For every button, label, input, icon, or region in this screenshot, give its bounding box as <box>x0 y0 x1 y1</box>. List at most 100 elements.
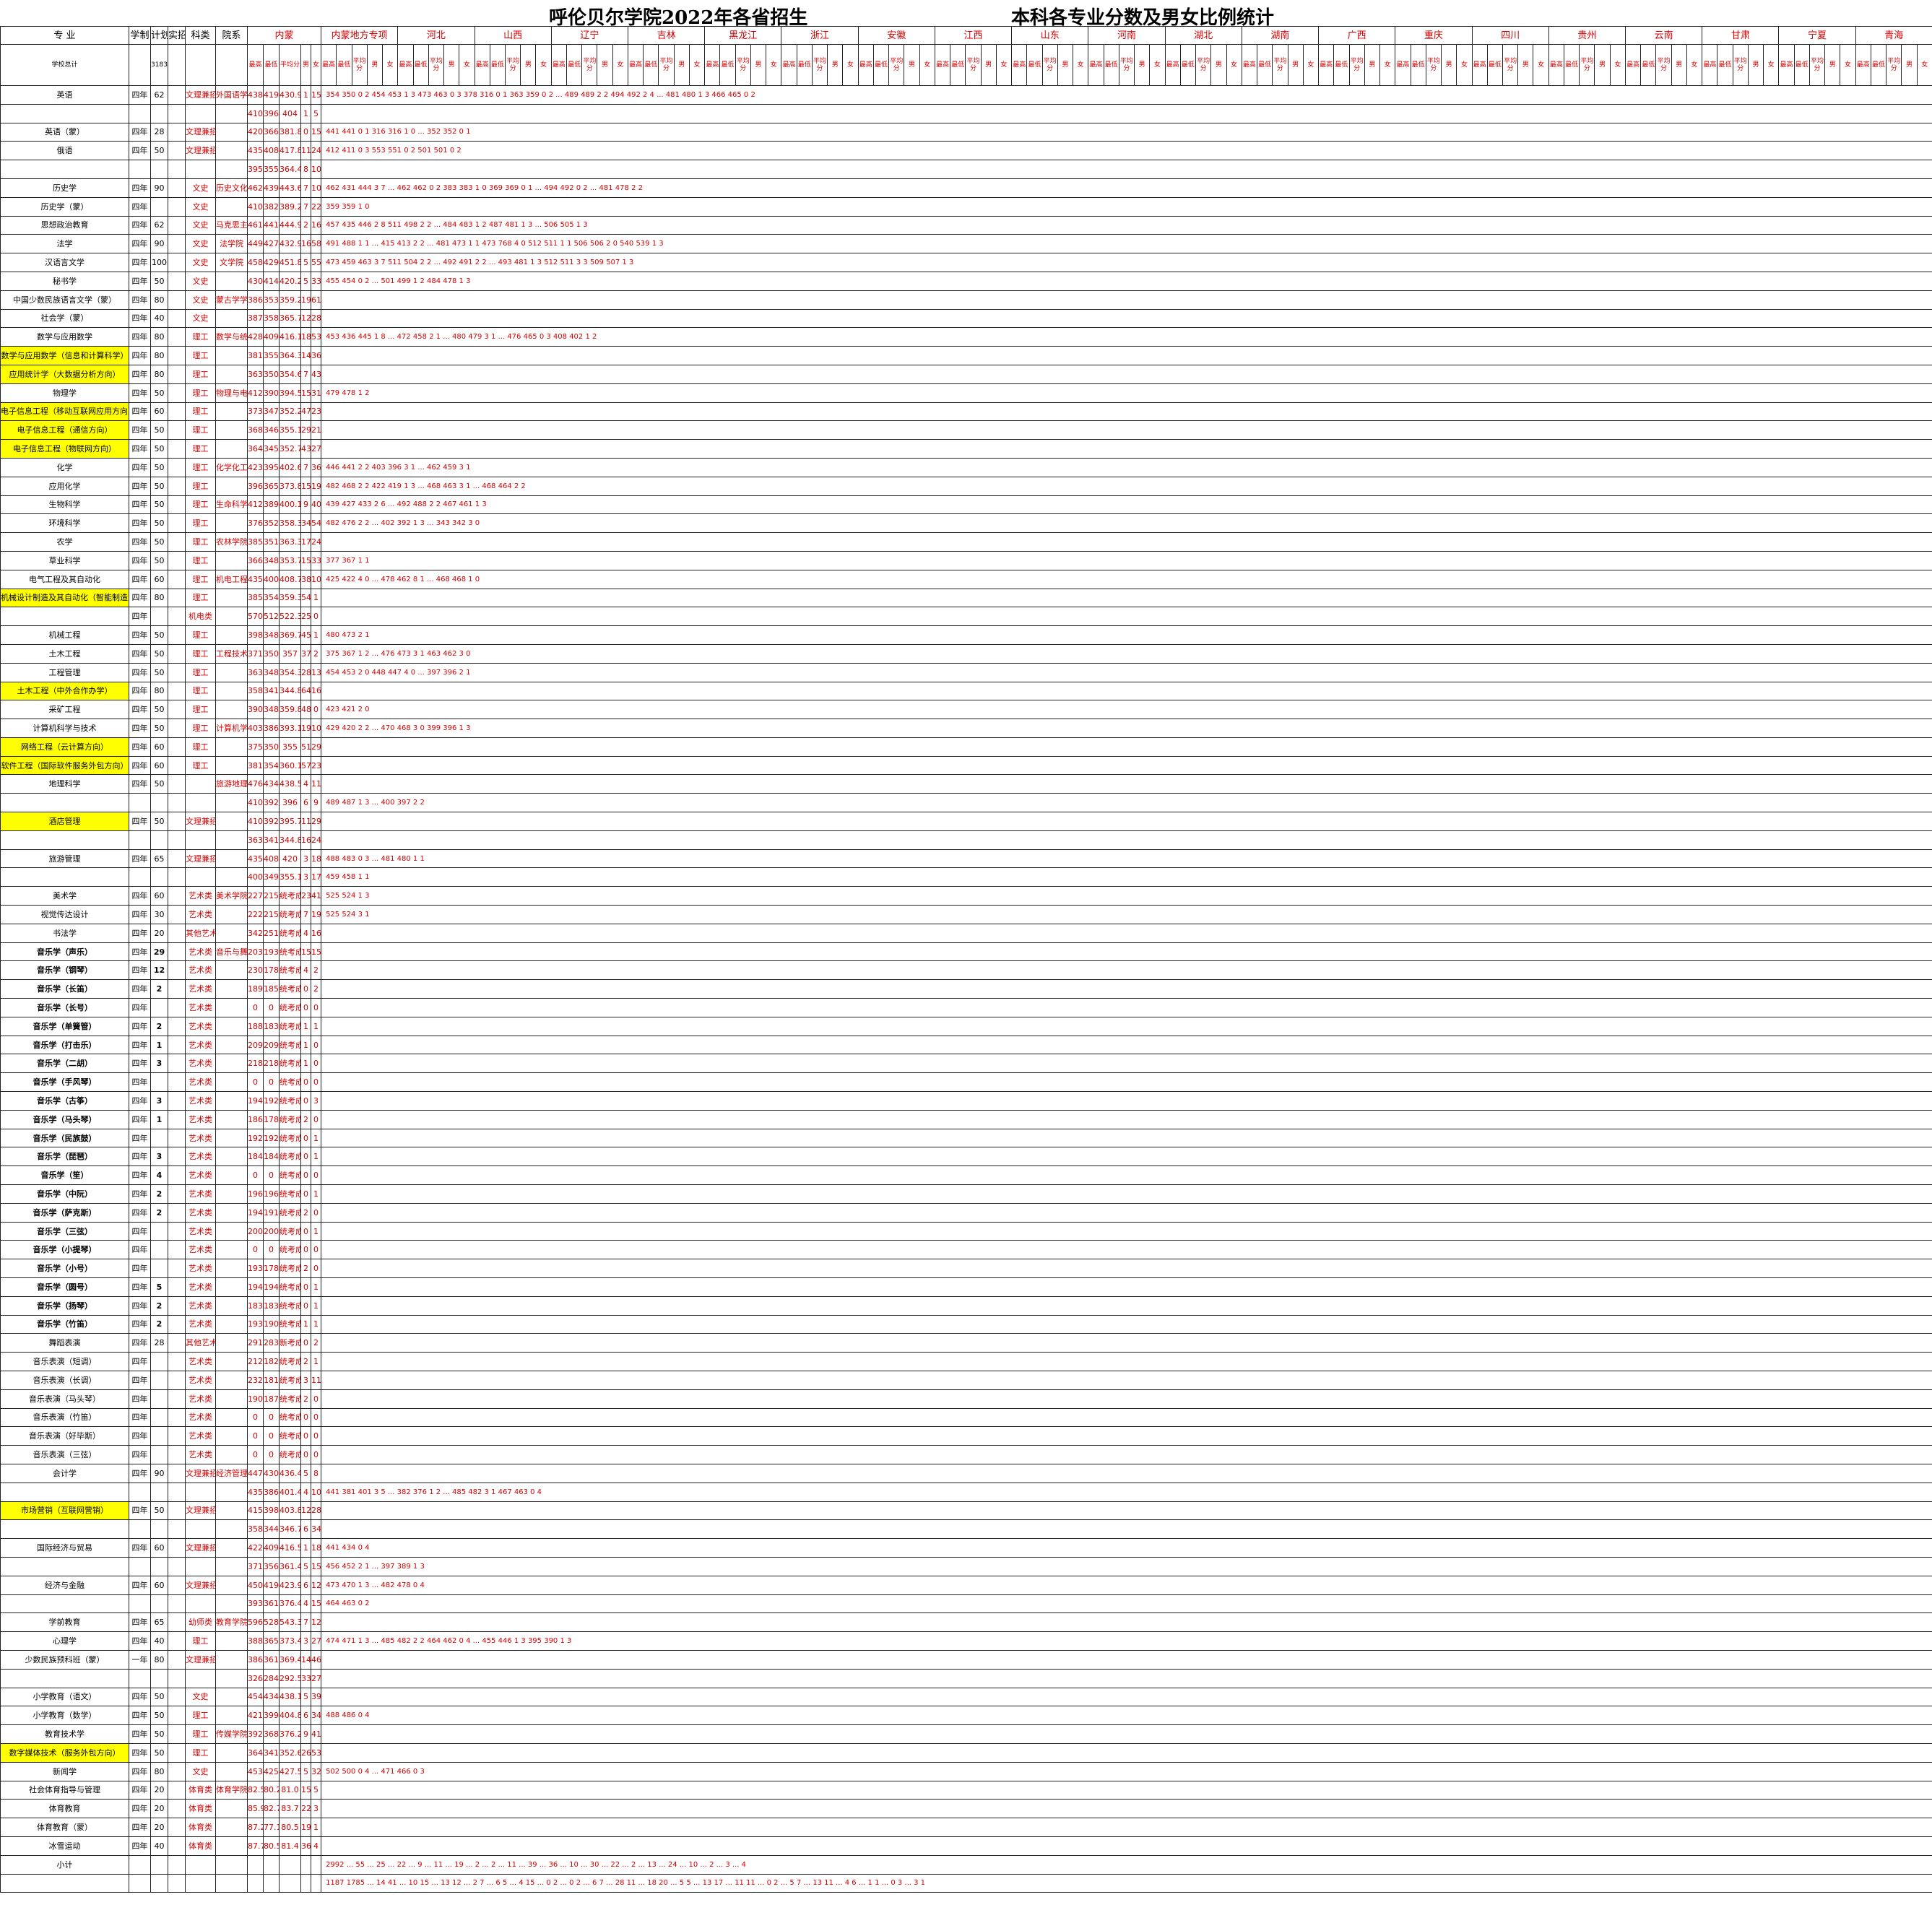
enrolled-cell <box>168 1165 186 1186</box>
other-provinces-cell <box>321 1687 1932 1707</box>
plan-cell: 50 <box>150 550 168 570</box>
nm-score-cell: 178 <box>263 960 280 981</box>
nm-score-cell: 15 <box>300 550 311 570</box>
nm-score-cell: 363 <box>247 364 264 384</box>
enrolled-cell <box>168 1426 186 1446</box>
nm-score-cell: 1 <box>310 1184 322 1204</box>
duration-cell: 四年 <box>129 755 151 776</box>
plan-cell <box>150 998 168 1017</box>
nm-score-cell: 11 <box>300 812 311 831</box>
other-provinces-cell: 423 421 2 0 <box>321 700 1932 720</box>
nm-score-cell: 434 <box>263 774 280 794</box>
nm-score-cell <box>300 1873 311 1893</box>
table-cell <box>129 44 151 86</box>
table-cell <box>185 44 216 86</box>
subheader-male: 男 <box>1517 44 1534 86</box>
nm-score-cell: 386 <box>247 290 264 310</box>
plan-cell: 60 <box>150 1575 168 1595</box>
province-header: 内蒙 <box>246 26 322 45</box>
subheader-avg: 平均分 <box>658 44 675 86</box>
nm-score-cell: 1 <box>300 103 311 123</box>
category-cell: 文理兼招 <box>185 1463 216 1483</box>
duration-cell: 四年 <box>129 178 151 198</box>
category-cell: 理工 <box>185 420 216 440</box>
subheader-male: 男 <box>1364 44 1380 86</box>
nm-score-cell: 统考成绩 <box>279 1109 301 1129</box>
enrolled-cell <box>168 830 186 850</box>
table-row: 历史学（蒙） 四年 文史 410 382 389.2 7 22 359 359 1 0 <box>0 196 1932 217</box>
dept-cell: 工程技术学院 <box>215 643 248 664</box>
other-provinces-cell <box>321 960 1932 981</box>
category-cell: 体育类 <box>185 1780 216 1800</box>
enrolled-cell <box>168 1352 186 1371</box>
other-provinces-cell <box>321 1519 1932 1540</box>
nm-score-cell: 341 <box>263 681 280 701</box>
nm-score-cell: 182 <box>263 1352 280 1371</box>
nm-score-cell: 458 <box>247 253 264 272</box>
nm-score-cell: 396 <box>279 793 301 813</box>
table-row: 少数民族预科班（蒙） 一年 80 文理兼招 386 361 369.4 14 46 <box>0 1649 1932 1670</box>
nm-score-cell: 400.1 <box>279 495 301 515</box>
category-cell: 文理兼招 <box>185 1649 216 1670</box>
nm-score-cell: 355 <box>263 346 280 365</box>
nm-score-cell: 0 <box>263 1407 280 1428</box>
nm-score-cell: 26 <box>300 1742 311 1763</box>
nm-score-cell: 33 <box>300 1668 311 1688</box>
dept-cell <box>215 550 248 570</box>
plan-cell: 80 <box>150 290 168 310</box>
enrolled-cell <box>168 960 186 981</box>
other-provinces-cell <box>321 830 1932 850</box>
other-provinces-cell <box>321 681 1932 701</box>
enrolled-cell <box>168 905 186 924</box>
subheader-low: 最低 <box>643 44 659 86</box>
other-provinces-cell: 354 350 0 2 454 453 1 3 473 463 0 3 378 … <box>321 85 1932 105</box>
nm-score-cell: 454 <box>247 1687 264 1707</box>
subheader-avg: 平均分 <box>1118 44 1135 86</box>
category-cell: 艺术类 <box>185 1072 216 1093</box>
nm-score-cell: 80.5 <box>263 1836 280 1856</box>
duration-cell: 四年 <box>129 1799 151 1819</box>
nm-score-cell: 33 <box>310 271 322 291</box>
nm-score-cell: 24 <box>310 830 322 850</box>
major-name: 音乐学（笙） <box>0 1165 129 1186</box>
other-provinces-cell <box>321 1818 1932 1837</box>
nm-score-cell: 53 <box>310 1742 322 1763</box>
nm-score-cell: 统考成绩 <box>279 1016 301 1036</box>
nm-score-cell: 4 <box>300 1594 311 1614</box>
major-name: 美术学 <box>0 886 129 906</box>
nm-score-cell: 81.4 <box>279 1836 301 1856</box>
major-name: 酒店管理 <box>0 812 129 831</box>
enrolled-cell <box>168 1445 186 1464</box>
category-cell: 艺术类 <box>185 1407 216 1428</box>
duration-cell: 四年 <box>129 122 151 142</box>
nm-score-cell: 14 <box>300 1649 311 1670</box>
nm-score-cell: 178 <box>263 1259 280 1278</box>
category-cell: 理工 <box>185 681 216 701</box>
plan-cell: 29 <box>150 942 168 962</box>
subheader-avg: 平均分 <box>581 44 598 86</box>
nm-score-cell: 27 <box>310 439 322 459</box>
major-name <box>0 1519 129 1540</box>
category-cell: 体育类 <box>185 1799 216 1819</box>
subheader-high: 最高 <box>247 44 264 86</box>
plan-cell: 50 <box>150 662 168 682</box>
nm-score-cell: 438.5 <box>279 774 301 794</box>
subheader-low: 最低 <box>1717 44 1733 86</box>
province-header: 湖北 <box>1164 26 1242 45</box>
nm-score-cell: 82.54 <box>247 1780 264 1800</box>
enrolled-cell <box>168 234 186 254</box>
plan-cell: 50 <box>150 271 168 291</box>
plan-cell: 50 <box>150 643 168 664</box>
subheader-female: 女 <box>459 44 475 86</box>
duration-cell: 四年 <box>129 1054 151 1074</box>
nm-score-cell: 15 <box>310 122 322 142</box>
nm-score-cell <box>300 1854 311 1875</box>
nm-score-cell: 128 <box>310 1612 322 1633</box>
other-provinces-cell <box>321 774 1932 794</box>
dept-cell: 传媒学院 <box>215 1724 248 1744</box>
table-row: 音乐学（竹笛）四年2艺术类193190统考成绩11 <box>0 1314 1932 1334</box>
category-cell: 理工 <box>185 346 216 365</box>
